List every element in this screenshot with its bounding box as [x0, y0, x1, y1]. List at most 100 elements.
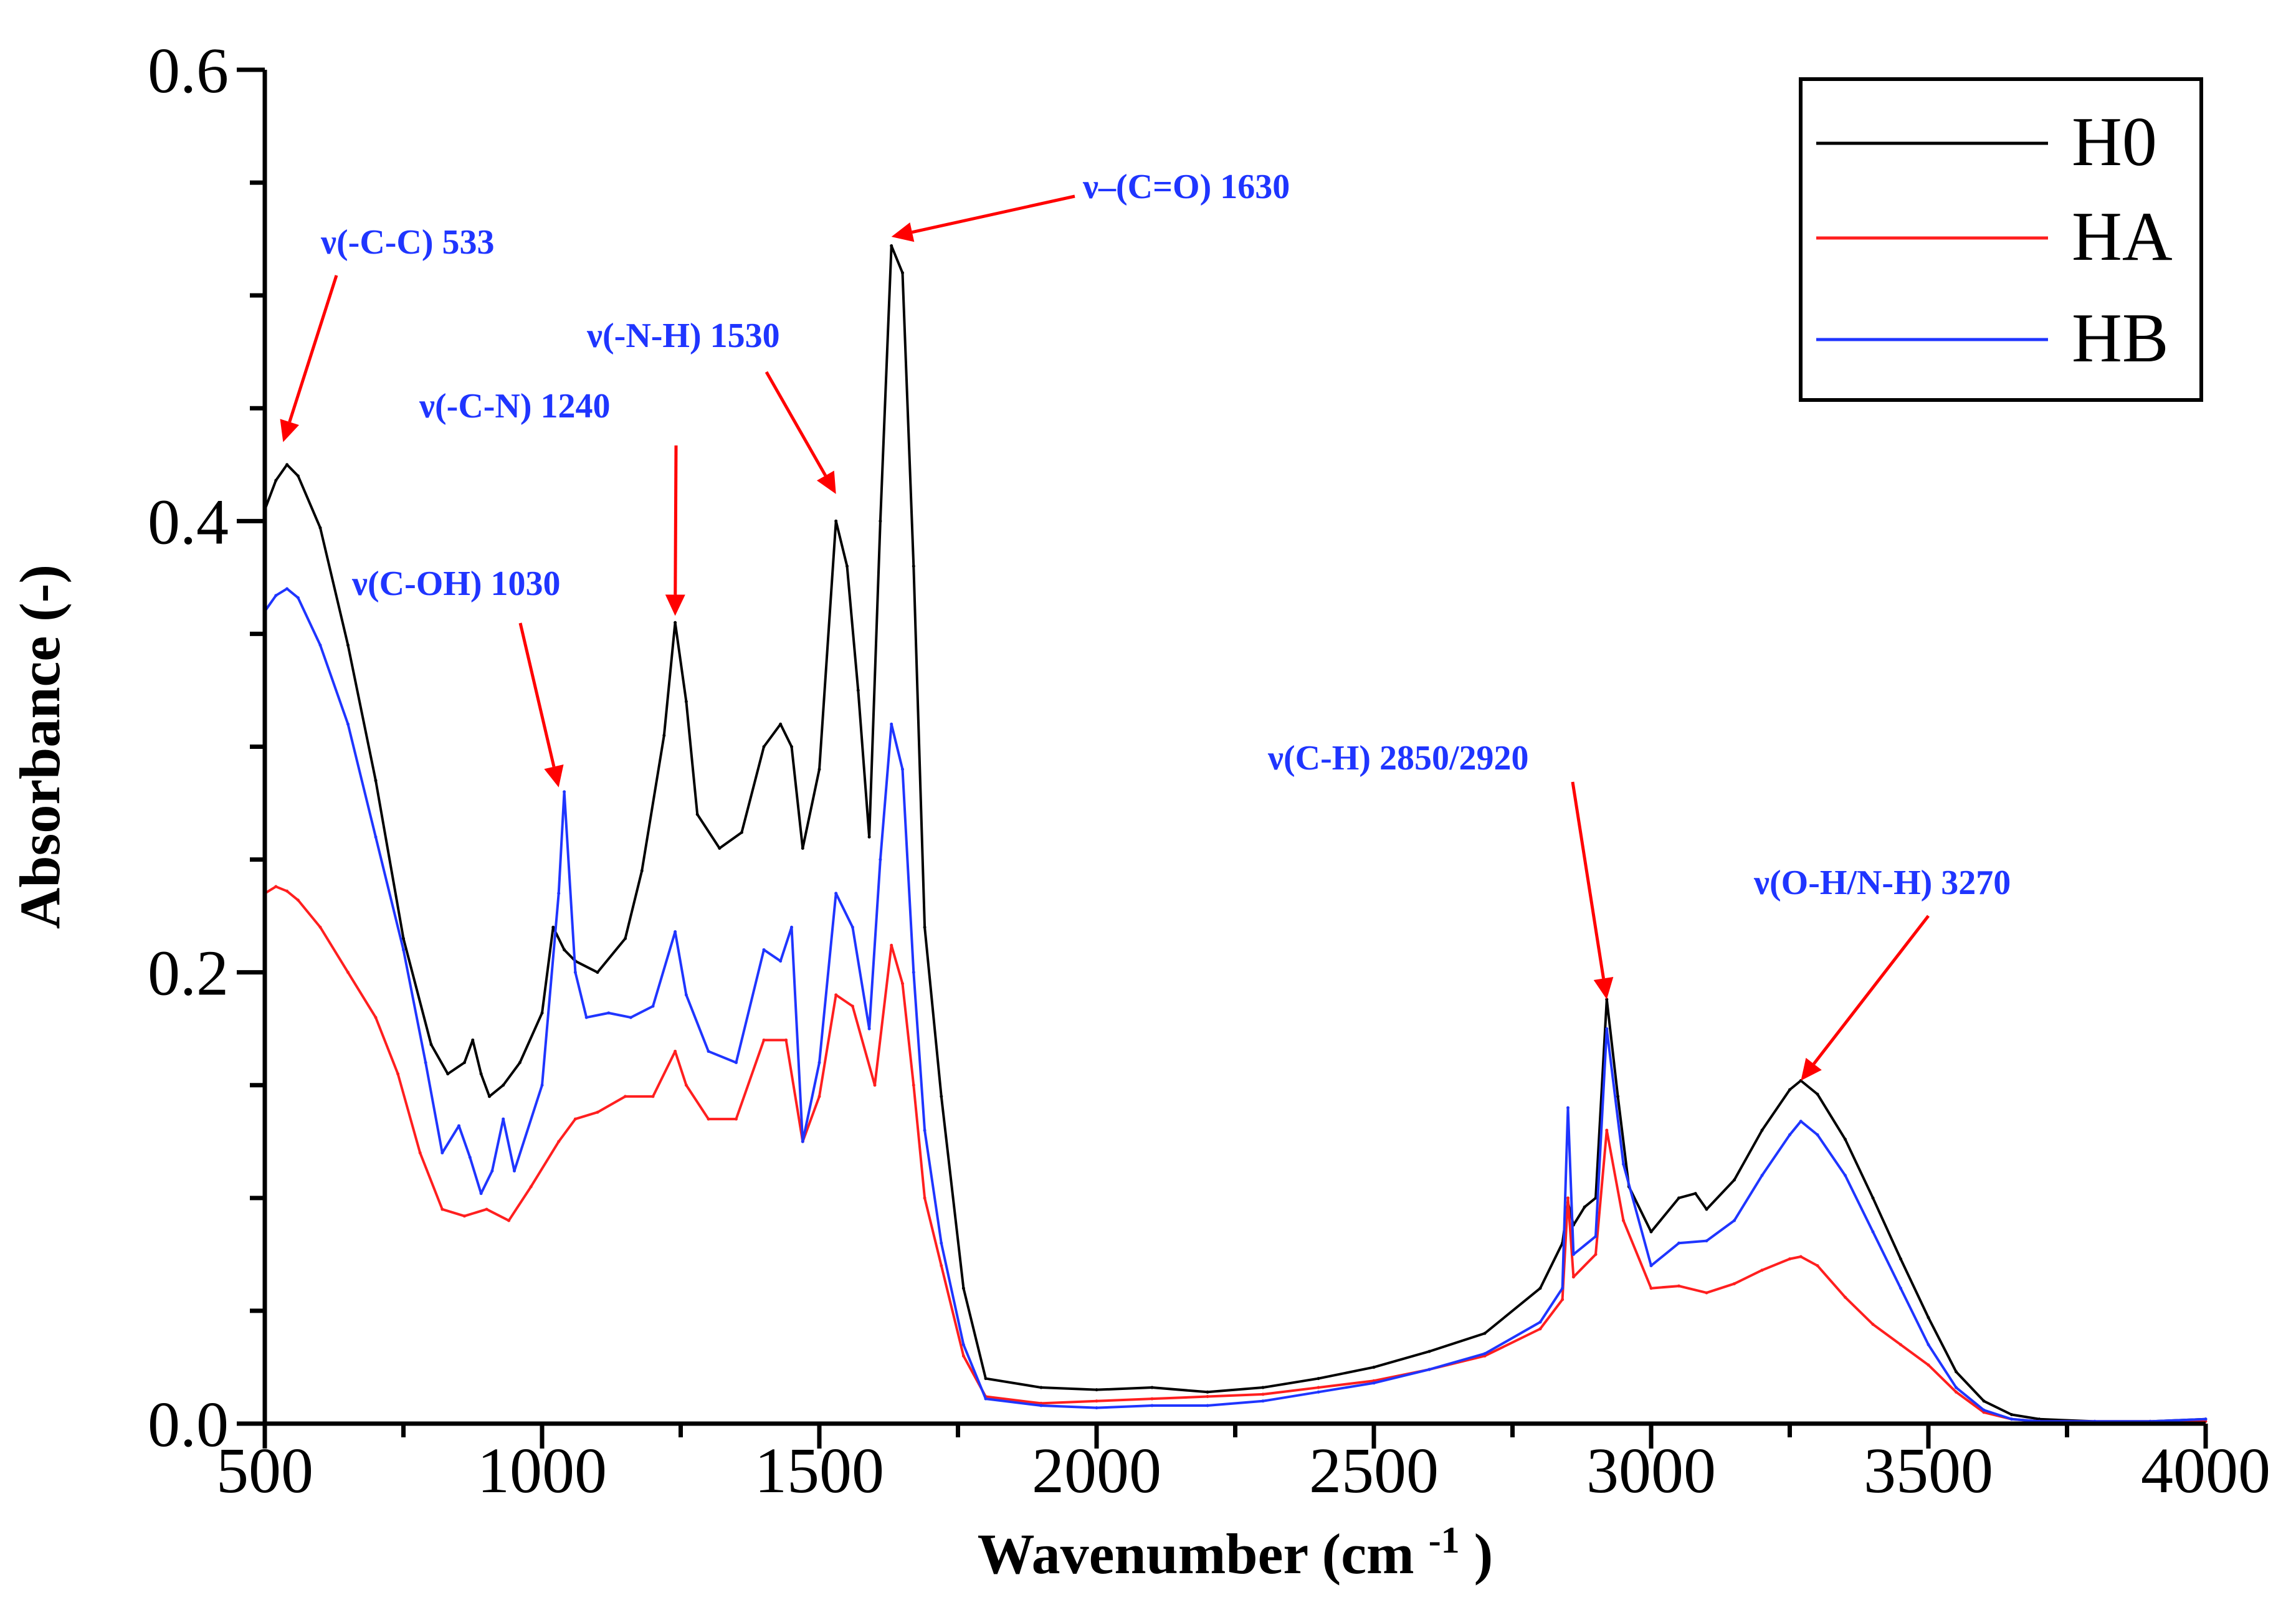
series-hb-point-31 [801, 1140, 804, 1143]
series-h0-point-21 [624, 936, 627, 940]
series-ha-point-62 [1871, 1323, 1875, 1326]
annotation-arrow-head-6 [1801, 1057, 1822, 1081]
series-h0-point-38 [879, 519, 882, 523]
series-ha-point-7 [396, 1072, 400, 1076]
series-h0-point-29 [762, 745, 766, 748]
series-h0-point-54 [1483, 1331, 1487, 1335]
series-h0-point-40 [901, 271, 904, 275]
series-ha-point-23 [762, 1038, 766, 1042]
legend-label-h0: H0 [2072, 103, 2157, 181]
series-hb-point-44 [1039, 1404, 1043, 1407]
series-ha-point-24 [784, 1038, 788, 1042]
series-h0-point-67 [1705, 1207, 1708, 1211]
series-ha-point-34 [940, 1264, 943, 1267]
axes-layer: 0.0 0.2 0.4 0.6 500 1000 1500 2000 2500 3000 3500 4… [148, 35, 2270, 1506]
y-tick-label-0-0: 0.0 [148, 1389, 229, 1460]
series-ha-point-31 [901, 982, 904, 986]
series-hb-point-30 [790, 925, 793, 929]
x-tick-label-500: 500 [216, 1435, 313, 1506]
series-hb-point-60 [1649, 1264, 1653, 1267]
series-ha-point-16 [596, 1110, 599, 1114]
series-h0-point-50 [1261, 1386, 1265, 1389]
series-ha-point-41 [1261, 1392, 1265, 1396]
series-ha-point-2 [285, 889, 289, 893]
series-ha-point-39 [1150, 1397, 1154, 1401]
series-ha-point-51 [1605, 1128, 1609, 1132]
series-hb-point-35 [867, 1027, 871, 1030]
series-h0-point-74 [1871, 1196, 1875, 1200]
series-h0-point-25 [684, 700, 688, 703]
series-hb-point-16 [540, 1083, 544, 1087]
series-ha-point-32 [912, 1083, 915, 1087]
series-hb-point-70 [1899, 1287, 1902, 1290]
series-hb-point-49 [1317, 1390, 1320, 1394]
series-hb-point-51 [1427, 1368, 1431, 1371]
series-h0-point-79 [2010, 1413, 2013, 1417]
series-ha-point-4 [318, 925, 322, 929]
series-h0-point-24 [674, 621, 677, 624]
series-hb-point-42 [961, 1343, 965, 1346]
series-ha-point-53 [1649, 1287, 1653, 1290]
series-hb-point-15 [513, 1169, 516, 1173]
series-h0-point-64 [1649, 1230, 1653, 1234]
series-hb-point-73 [1982, 1408, 1986, 1412]
series-h0-point-41 [912, 564, 915, 568]
series-ha-point-50 [1594, 1252, 1598, 1256]
series-ha-point-9 [441, 1207, 444, 1211]
series-h0-point-18 [563, 948, 566, 951]
legend-item-ha: HA [1816, 198, 2173, 275]
series-h0-point-43 [940, 1095, 943, 1098]
series-hb-point-41 [940, 1241, 943, 1245]
x-tick-label-1500: 1500 [755, 1435, 884, 1506]
series-ha-point-52 [1622, 1219, 1625, 1222]
annotation-arrow-line-3 [765, 371, 827, 477]
series-hb-point-7 [402, 948, 405, 951]
x-tick-label-4000: 4000 [2141, 1435, 2270, 1506]
y-tick-label-0-2: 0.2 [148, 938, 229, 1009]
series-h0-point-23 [662, 733, 666, 737]
series-ha-point-6 [374, 1016, 378, 1019]
annotation-1: ν(-C-N) 1240 [419, 387, 685, 616]
series-ha-point-15 [573, 1117, 577, 1121]
series-hb-point-33 [834, 892, 838, 895]
series-h0-point-72 [1816, 1092, 1819, 1096]
series-ha-point-43 [1372, 1379, 1376, 1383]
annotation-label-6: ν(O-H/N-H) 3270 [1753, 864, 2011, 902]
annotation-arrow-line-4 [912, 194, 1075, 234]
series-h0-point-26 [695, 812, 699, 816]
series-h0-point-46 [1039, 1386, 1043, 1389]
annotation-2: ν(C-OH) 1030 [351, 564, 564, 788]
series-ha-point-54 [1677, 1284, 1680, 1288]
series-ha-point-26 [817, 1095, 821, 1098]
series-h0-point-66 [1693, 1192, 1697, 1196]
series-ha-point-28 [850, 1004, 854, 1008]
series-hb-point-55 [1566, 1106, 1570, 1110]
series-h0-point-73 [1844, 1138, 1847, 1141]
series-h0-point-45 [984, 1377, 988, 1381]
series-hb-point-29 [779, 959, 783, 963]
series-ha-point-27 [834, 993, 838, 997]
annotations-layer: ν(-C-C) 533 ν(-C-N) 1240 ν(C-OH) 1030 ν(-N-… [280, 168, 2011, 1081]
series-h0-point-22 [640, 869, 644, 873]
series-ha-point-21 [707, 1117, 710, 1121]
legend-label-hb: HB [2072, 300, 2169, 377]
series-hb-point-54 [1561, 1287, 1565, 1290]
series-ha-point-47 [1561, 1298, 1565, 1302]
series-h0-point-33 [817, 768, 821, 771]
series-h0-point-20 [596, 971, 599, 974]
series-h0-point-48 [1150, 1386, 1154, 1389]
series-h0-point-53 [1427, 1349, 1431, 1353]
annotation-4: ν–(C=O) 1630 [891, 168, 1290, 242]
series-ha-point-65 [1955, 1390, 1958, 1394]
series-hb-point-47 [1206, 1404, 1209, 1407]
x-tick-label-1000: 1000 [477, 1435, 607, 1506]
series-h0-line [264, 244, 2207, 1423]
series-h0-point-47 [1095, 1388, 1098, 1392]
series-h0-point-2 [285, 463, 289, 467]
series-hb-point-18 [563, 790, 566, 794]
annotation-arrow-head-1 [665, 594, 685, 616]
series-hb-point-14 [502, 1117, 505, 1121]
series-ha-point-1 [274, 885, 278, 888]
series-ha-point-29 [873, 1083, 877, 1087]
